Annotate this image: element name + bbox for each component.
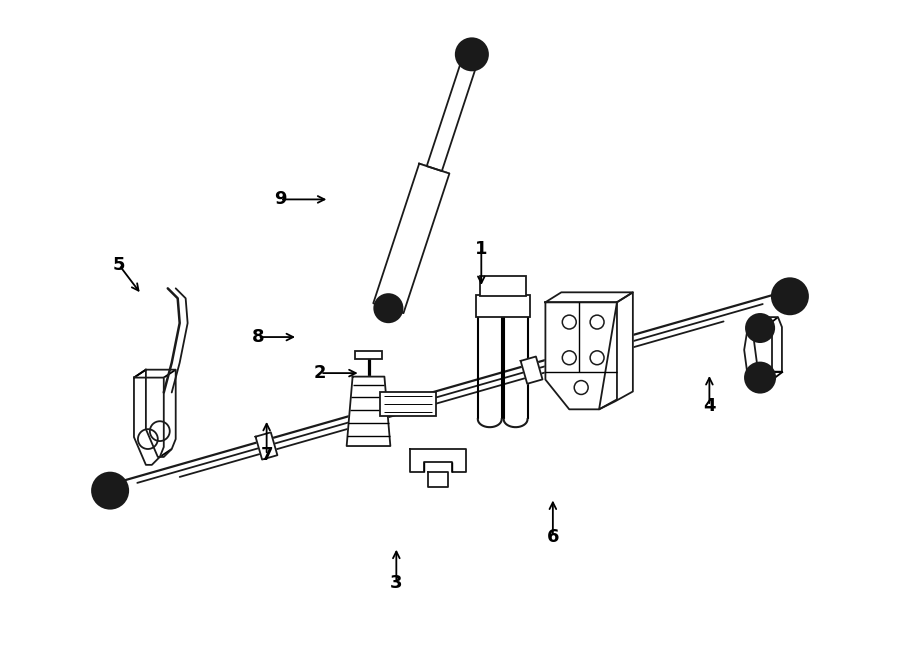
Polygon shape xyxy=(520,356,543,384)
Text: 8: 8 xyxy=(251,328,264,346)
Bar xyxy=(381,393,436,416)
Polygon shape xyxy=(428,472,448,486)
Text: 2: 2 xyxy=(314,364,327,382)
Polygon shape xyxy=(346,377,391,446)
Bar xyxy=(476,295,530,317)
Text: 4: 4 xyxy=(703,397,716,415)
Circle shape xyxy=(746,314,774,342)
Polygon shape xyxy=(545,292,633,302)
Bar xyxy=(480,276,526,296)
Polygon shape xyxy=(545,302,617,409)
Circle shape xyxy=(745,363,775,393)
Polygon shape xyxy=(146,369,176,457)
Polygon shape xyxy=(754,317,782,371)
Circle shape xyxy=(92,473,128,508)
Bar xyxy=(355,351,382,359)
Polygon shape xyxy=(427,52,480,171)
Polygon shape xyxy=(410,449,466,472)
Polygon shape xyxy=(374,164,449,313)
Text: 7: 7 xyxy=(260,446,273,464)
Polygon shape xyxy=(134,377,164,465)
Circle shape xyxy=(456,38,488,70)
Text: 3: 3 xyxy=(390,574,402,592)
Text: 6: 6 xyxy=(546,528,559,546)
Text: 5: 5 xyxy=(112,256,125,274)
Polygon shape xyxy=(744,325,772,379)
Polygon shape xyxy=(256,432,277,459)
Circle shape xyxy=(374,294,402,322)
Polygon shape xyxy=(599,292,633,409)
Text: 1: 1 xyxy=(475,239,488,258)
Circle shape xyxy=(772,278,808,314)
Text: 9: 9 xyxy=(274,190,286,208)
